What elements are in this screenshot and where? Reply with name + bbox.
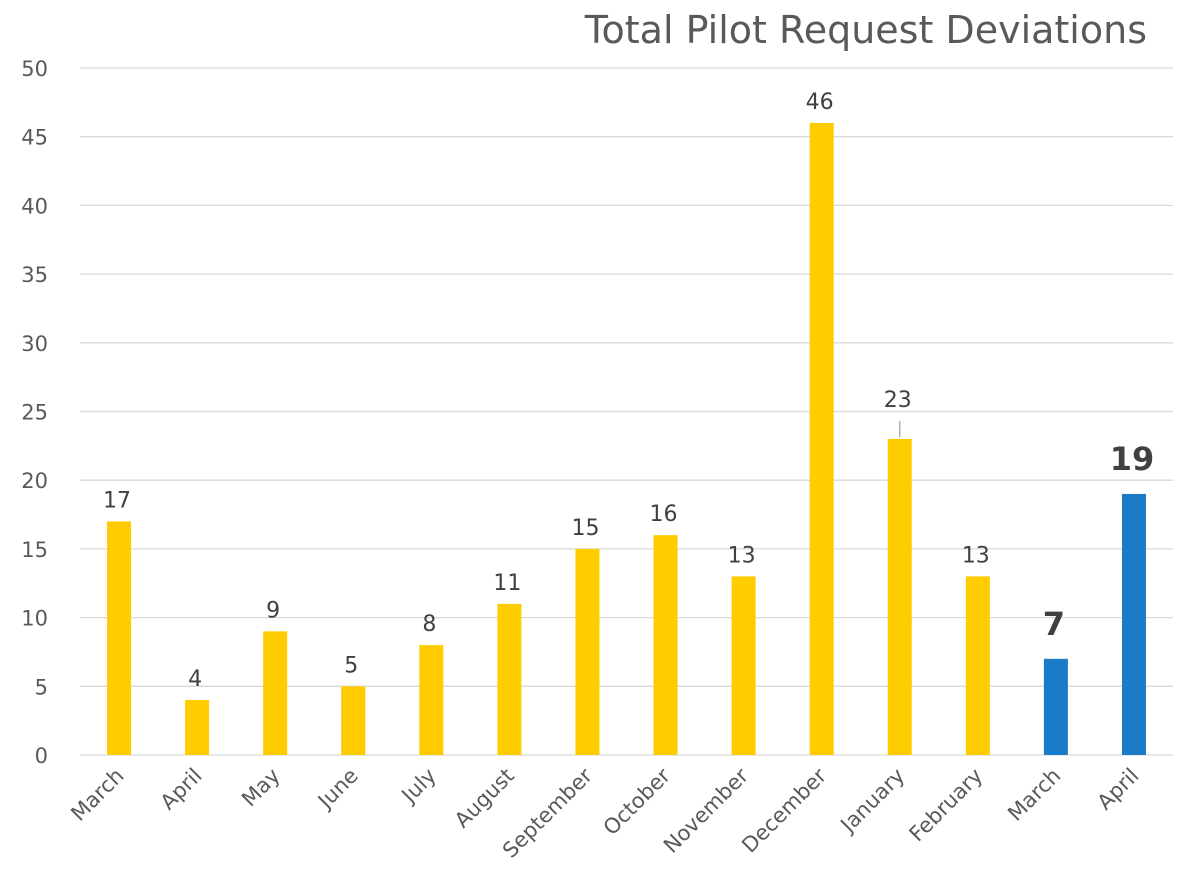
data-labels: 17 4 9 5 8 11 15 16 13 46 23 13 7 19 (103, 90, 1154, 692)
x-tick-label: March (1003, 764, 1065, 826)
y-axis: 0 5 10 15 20 25 30 35 40 45 50 (21, 57, 48, 768)
bar (965, 576, 990, 755)
data-label: 5 (344, 653, 358, 678)
bar (809, 122, 834, 755)
data-label: 15 (571, 516, 599, 541)
x-tick-label: June (312, 764, 363, 815)
bar (107, 521, 132, 755)
gridlines (80, 67, 1173, 756)
bar (887, 438, 912, 755)
y-tick-label: 10 (21, 607, 48, 631)
data-label: 7 (1043, 605, 1065, 643)
chart-title: Total Pilot Request Deviations (584, 8, 1147, 52)
data-label: 16 (650, 502, 678, 527)
x-tick-label: December (737, 763, 831, 857)
x-tick-label: April (1093, 764, 1144, 815)
data-label: 4 (188, 667, 202, 692)
x-tick-label: February (905, 764, 988, 847)
x-tick-label: July (396, 764, 441, 809)
bar (1043, 658, 1068, 755)
bar (497, 603, 522, 755)
y-tick-label: 5 (35, 675, 48, 699)
x-tick-label: October (599, 763, 676, 840)
data-label: 13 (728, 543, 756, 568)
y-tick-label: 15 (21, 538, 48, 562)
x-tick-label: March (66, 764, 128, 826)
data-label: 13 (962, 543, 990, 568)
y-tick-label: 20 (21, 469, 48, 493)
x-tick-label: January (835, 764, 910, 839)
bar (575, 548, 600, 755)
bar (341, 686, 366, 755)
y-tick-label: 25 (21, 401, 48, 425)
bar (419, 645, 444, 755)
bar (1121, 493, 1146, 755)
y-tick-label: 50 (21, 57, 48, 81)
data-label: 46 (806, 90, 834, 115)
data-label: 8 (422, 612, 436, 637)
bars (107, 122, 1146, 755)
x-tick-label: April (156, 764, 207, 815)
y-tick-label: 40 (21, 194, 48, 218)
data-label: 19 (1110, 440, 1155, 478)
y-tick-label: 45 (21, 126, 48, 150)
data-label: 9 (266, 598, 280, 623)
data-label: 11 (493, 571, 521, 596)
y-tick-label: 35 (21, 263, 48, 287)
bar (653, 535, 678, 755)
x-tick-label: May (237, 764, 285, 812)
data-label: 23 (884, 388, 912, 413)
x-tick-label: August (450, 764, 519, 833)
bar (263, 631, 288, 755)
bar (731, 576, 756, 755)
data-label: 17 (103, 488, 131, 513)
y-tick-label: 0 (35, 744, 48, 768)
y-tick-label: 30 (21, 332, 48, 356)
bar (185, 700, 210, 755)
